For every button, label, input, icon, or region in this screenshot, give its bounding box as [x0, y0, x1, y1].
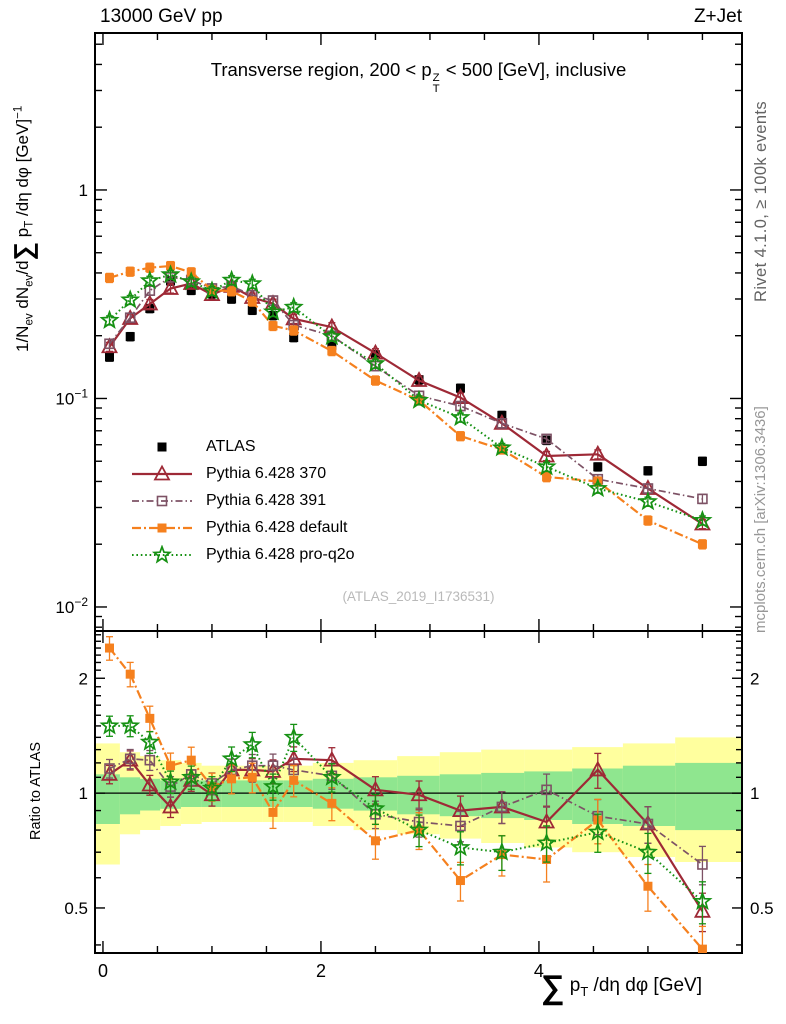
legend-item-atlas: ATLAS — [130, 433, 355, 460]
ratio-y-tick-label-right: 0.5 — [750, 899, 774, 918]
main-y-tick-label: 10−1 — [55, 386, 88, 408]
ratio-frame — [94, 630, 743, 954]
legend-item-pythia-default: Pythia 6.428 default — [130, 514, 355, 541]
legend-item-pythia-pro-q2o: Pythia 6.428 pro-q2o — [130, 541, 355, 568]
ratio-y-axis-title: Ratio to ATLAS — [28, 741, 44, 840]
tick-labels: 1 10−1 10−2 2 2 1 1 0.5 0.5 0 2 4 — [55, 181, 773, 981]
beam-energy-label: 13000 GeV pp — [100, 6, 223, 27]
main-y-axis-title: 1/Nev dNev/d∑ pT /dη dφ [GeV]−1 — [8, 105, 38, 352]
main-y-tick-label: 10−2 — [55, 595, 88, 617]
legend-marker-atlas — [157, 442, 167, 451]
process-label: Z+Jet — [693, 6, 742, 27]
legend-item-pythia-391: Pythia 6.428 391 — [130, 487, 355, 514]
ratio-y-tick-label: 0.5 — [64, 899, 88, 918]
legend-item-pythia-370: Pythia 6.428 370 — [130, 460, 355, 487]
series-ratio-Pythia 6.428 pro-q2o — [99, 715, 713, 925]
series-main-Pythia 6.428 pro-q2o — [99, 264, 713, 530]
x-axis-title: ∑ pT /dη dφ [GeV] — [541, 968, 702, 1005]
mcplots-reference-note: mcplots.cern.ch [arXiv:1306.3436] — [752, 406, 769, 633]
axis-ticks — [95, 33, 742, 953]
legend-marker-pythia-391 — [132, 495, 192, 506]
ratio-y-tick-label: 1 — [79, 784, 88, 803]
main-y-tick-label: 1 — [79, 181, 88, 200]
legend: ATLAS Pythia 6.428 370 Pythia 6.428 391 … — [130, 433, 355, 568]
ratio-y-tick-label-right: 2 — [750, 669, 759, 688]
legend-marker-pythia-pro-q2o — [132, 544, 192, 564]
ratio-y-tick-label-right: 1 — [750, 784, 759, 803]
x-tick-label: 2 — [316, 961, 326, 981]
rivet-version-note: Rivet 4.1.0, ≥ 100k events — [752, 100, 770, 302]
x-tick-label: 0 — [98, 961, 108, 981]
legend-marker-pythia-default — [132, 523, 192, 532]
legend-marker-pythia-370 — [132, 464, 192, 480]
ratio-y-tick-label: 2 — [79, 669, 88, 688]
analysis-id-watermark: (ATLAS_2019_I1736531) — [342, 589, 495, 604]
x-tick-label: 4 — [534, 961, 544, 981]
